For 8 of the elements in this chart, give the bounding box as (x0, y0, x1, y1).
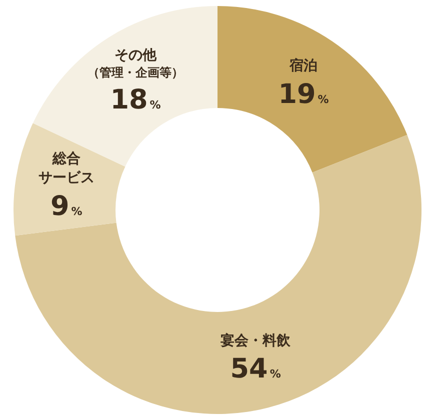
slice-label: その他（管理・企画等） (88, 47, 184, 80)
slice-label: 宿泊 (288, 57, 318, 74)
data-label: 54% (230, 354, 281, 385)
slice-label: 宴会・料飲 (220, 332, 292, 349)
data-label: 18% (110, 84, 161, 116)
slice-label: 総合サービス (38, 151, 94, 186)
data-label: 9% (50, 191, 82, 222)
data-label: 19% (278, 78, 329, 110)
